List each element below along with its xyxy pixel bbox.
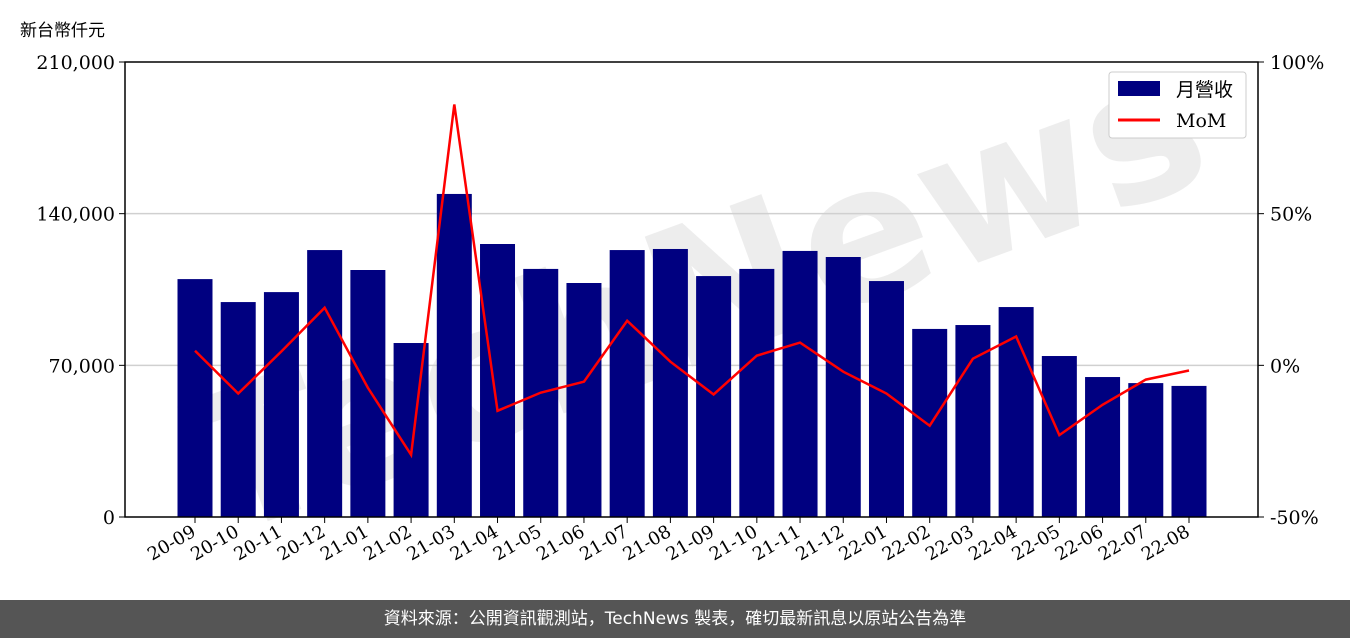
x-tick-label: 21-03 (403, 521, 458, 565)
left-tick-label: 70,000 (49, 355, 115, 377)
bar-20-11 (263, 292, 299, 517)
x-tick-label: 22-01 (836, 521, 891, 565)
x-tick-label: 22-06 (1052, 521, 1107, 565)
left-tick-label: 210,000 (36, 52, 115, 74)
legend-label-revenue: 月營收 (1176, 79, 1233, 101)
x-tick-label: 21-10 (706, 521, 761, 565)
legend-label-mom: MoM (1176, 110, 1226, 132)
bar-20-09 (177, 279, 213, 517)
x-tick-label: 22-08 (1138, 521, 1193, 565)
bar-21-07 (609, 250, 645, 518)
x-tick-label: 21-09 (663, 521, 718, 565)
x-tick-label: 21-07 (576, 521, 631, 565)
bar-20-10 (220, 302, 256, 517)
x-tick-label: 21-11 (749, 521, 804, 565)
right-tick-label: 100% (1270, 52, 1324, 74)
x-tick-label: 20-09 (144, 521, 199, 565)
mom-line (194, 104, 1190, 459)
x-tick-label: 22-07 (1095, 521, 1150, 565)
x-tick-label: 22-03 (922, 521, 977, 565)
x-tick-label: 21-08 (619, 521, 674, 565)
bar-21-02 (393, 343, 429, 517)
bar-21-11 (782, 250, 818, 517)
plot-frame (124, 61, 1259, 518)
bar-22-07 (1128, 383, 1164, 517)
bar-22-01 (868, 281, 904, 517)
bar-21-04 (480, 244, 516, 517)
right-tick-label: 50% (1270, 204, 1312, 226)
bar-21-12 (825, 257, 861, 517)
bar-21-06 (566, 283, 602, 517)
x-tick-label: 21-04 (447, 521, 502, 565)
x-tick-label: 22-02 (879, 521, 934, 565)
bar-22-03 (955, 325, 991, 517)
y-axis-unit-label: 新台幣仟元 (20, 21, 105, 41)
bar-20-12 (307, 250, 343, 518)
left-tick-label: 140,000 (36, 204, 115, 226)
right-tick-label: 0% (1270, 355, 1300, 377)
bar-21-09 (696, 276, 732, 517)
bar-21-10 (739, 268, 775, 517)
bar-21-01 (350, 270, 386, 517)
bar-21-03 (436, 193, 472, 517)
bar-21-08 (652, 248, 688, 517)
x-tick-label: 21-05 (490, 521, 545, 565)
source-footer: 資料來源：公開資訊觀測站，TechNews 製表，確切最新訊息以原站公告為準 (0, 600, 1350, 638)
x-tick-label: 22-04 (965, 521, 1020, 565)
x-tick-label: 22-05 (1008, 521, 1063, 565)
x-tick-label: 21-06 (533, 521, 588, 565)
revenue-chart: TechNews070,000140,000210,000-50%0%50%10… (36, 10, 1324, 579)
bar-22-08 (1171, 385, 1207, 517)
legend-bar-swatch (1118, 81, 1160, 96)
x-tick-label: 21-12 (792, 521, 847, 565)
bar-22-06 (1085, 377, 1121, 517)
bar-22-02 (912, 328, 948, 517)
left-tick-label: 0 (103, 507, 115, 529)
right-tick-label: -50% (1270, 507, 1319, 529)
